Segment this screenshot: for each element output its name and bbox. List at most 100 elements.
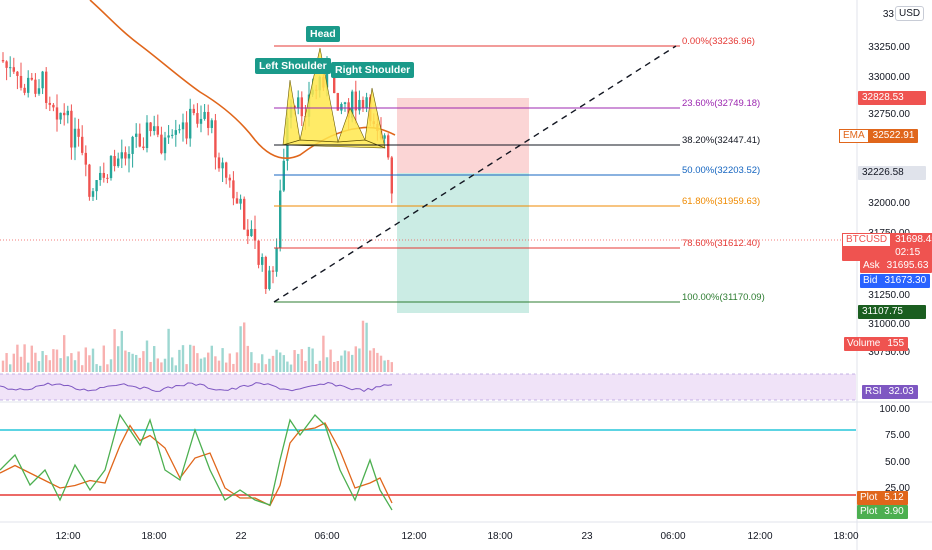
candle-body <box>343 102 347 105</box>
candle-body <box>48 102 51 105</box>
volume-bar <box>5 353 8 372</box>
volume-bar <box>70 353 73 372</box>
candle-body <box>243 198 246 230</box>
volume-bar <box>340 355 343 372</box>
volume-bar <box>88 355 91 372</box>
candle-body <box>109 155 113 179</box>
candle-body <box>351 91 354 118</box>
volume-bar <box>369 350 372 372</box>
stoch-tick: 50.00 <box>884 457 910 468</box>
price-tick: 31000.00 <box>868 319 910 330</box>
volume-bar <box>19 356 23 372</box>
rsi-line <box>0 381 393 393</box>
volume-bar <box>181 345 185 372</box>
head-label: Head <box>306 26 340 42</box>
volume-bar <box>37 361 41 372</box>
candle-body <box>167 135 170 138</box>
currency-button[interactable]: USD <box>895 6 925 21</box>
plot-tag-name: Plot <box>860 492 878 503</box>
volume-bar <box>279 352 282 372</box>
volume-bar <box>228 353 231 372</box>
candle-body <box>383 135 386 139</box>
time-tick: 06:00 <box>314 531 340 542</box>
fib-label-1000: 100.00%(31170.09) <box>682 292 765 303</box>
candle-body <box>19 75 23 88</box>
plot-tag-name: Plot <box>860 506 878 517</box>
ema-tag: EMA 32522.91 <box>839 129 919 143</box>
rsi-tag-value: 32.03 <box>888 386 914 397</box>
price-tick: 32750.00 <box>868 109 910 120</box>
candle-body <box>300 97 303 117</box>
volume-bar <box>102 345 105 372</box>
candle-body <box>5 61 8 68</box>
volume-bar <box>30 345 33 372</box>
price-tick: 31250.00 <box>868 290 910 301</box>
fib-label-500: 50.00%(32203.52) <box>682 165 761 176</box>
stoch-plot-tag-2: Plot 3.90 <box>857 505 908 519</box>
candle-body <box>354 91 357 111</box>
candle-body <box>257 240 260 265</box>
candle-body <box>149 122 152 132</box>
left-shoulder-label: Left Shoulder <box>255 58 331 74</box>
candle-body <box>282 160 285 191</box>
fib-label-786: 78.60%(31612.40) <box>682 238 761 249</box>
candle-body <box>52 104 55 108</box>
countdown-timer: 02:15 <box>895 247 921 258</box>
candle-body <box>153 126 156 132</box>
ask-tag-value: 31695.63 <box>886 260 929 271</box>
volume-bar <box>311 348 314 372</box>
candle-body <box>189 108 192 139</box>
volume-bar <box>347 351 350 372</box>
stoch-tick: 25.00 <box>884 483 910 494</box>
price-tick: 32000.00 <box>868 198 910 209</box>
fib-label-382: 38.20%(32447.41) <box>682 135 761 146</box>
volume-tag-name: Volume <box>847 338 881 349</box>
stoch-tick: 100.00 <box>879 404 910 415</box>
volume-bar <box>207 352 210 372</box>
candle-body <box>127 153 131 159</box>
last-price-name: BTCUSD <box>842 233 892 247</box>
rsi-tag-name: RSI <box>865 386 882 397</box>
volume-bar <box>333 361 336 372</box>
fib-retracement[interactable] <box>273 45 680 303</box>
volume-bar <box>66 356 69 372</box>
volume-bar <box>135 354 138 372</box>
volume-tag: Volume 155 <box>844 337 909 351</box>
volume-bar <box>304 360 307 372</box>
volume-bar <box>268 358 271 372</box>
candle-body <box>73 128 77 148</box>
volume-bar <box>9 364 12 372</box>
candle-body <box>99 172 102 181</box>
volume-bar <box>163 358 167 372</box>
volume-bar <box>16 344 19 372</box>
volume-bar <box>174 365 177 372</box>
volume-bar <box>84 347 87 372</box>
right-shoulder-label: Right Shoulder <box>331 62 415 78</box>
candle-body <box>34 79 37 94</box>
candle-body <box>387 135 390 158</box>
volume-bar <box>131 353 134 372</box>
volume-bar <box>73 360 77 372</box>
volume-bar <box>300 349 303 372</box>
volume-bar <box>221 348 224 372</box>
volume-bar <box>23 344 26 372</box>
volume-bar <box>45 355 48 372</box>
volume-bar <box>383 360 386 372</box>
price-tick: 30750.00 <box>868 347 910 358</box>
volume-bar <box>246 345 249 372</box>
price-tick-top: 33 <box>882 9 894 20</box>
price-tag-32828: 32828.53 <box>858 91 926 105</box>
candle-body <box>228 177 231 181</box>
volume-bar <box>63 335 66 372</box>
volume-bar <box>113 329 116 372</box>
candle-body <box>239 198 242 204</box>
volume-bar <box>41 351 44 372</box>
candle-body <box>171 134 174 136</box>
volume-bar <box>354 346 357 372</box>
ask-tag: Ask 31695.63 <box>860 259 932 273</box>
volume-bar <box>91 348 95 372</box>
price-tag-31107: 31107.75 <box>858 305 926 319</box>
bid-tag-value: 31673.30 <box>884 275 927 286</box>
volume-bar <box>376 352 379 372</box>
